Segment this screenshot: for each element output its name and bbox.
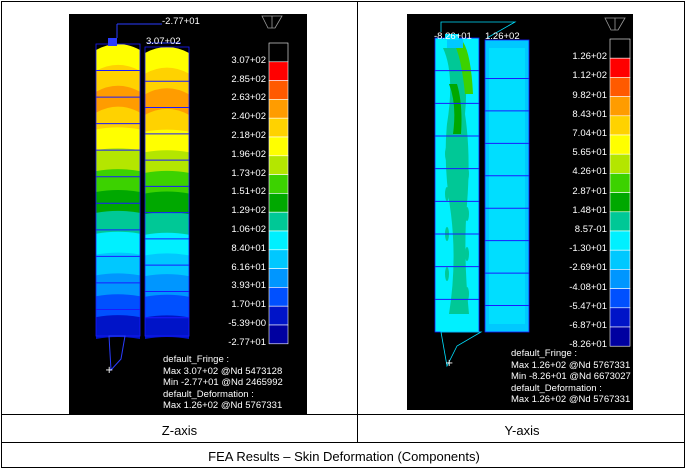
legend-value: 8.40+01 (231, 242, 266, 254)
svg-text:+: + (445, 358, 453, 369)
axis-triad-icon (604, 17, 626, 31)
legend-value: 9.82+01 (572, 89, 607, 101)
legend-value: -5.47+01 (569, 300, 607, 312)
result-info: default_Fringe : Max 3.07+02 @Nd 5473128… (163, 354, 283, 412)
legend-value: 1.48+01 (572, 204, 607, 216)
deformation-max: Max 1.26+02 @Nd 5767331 (511, 394, 631, 405)
legend-swatch (609, 230, 631, 251)
skin-column-left (95, 43, 141, 339)
legend-swatch (268, 117, 289, 138)
legend-swatch (609, 38, 631, 59)
legend-value: 8.43+01 (572, 108, 607, 120)
fringe-title: default_Fringe : (163, 354, 230, 365)
row-divider-bottom (2, 442, 684, 443)
legend-value: 1.70+01 (231, 299, 266, 311)
deformation-title: default_Deformation : (163, 388, 254, 400)
legend-swatch (268, 42, 289, 63)
legend-value: 1.29+02 (231, 205, 266, 217)
legend-swatch (268, 193, 289, 213)
legend-value: -4.08+01 (569, 281, 607, 293)
legend-swatch (268, 99, 289, 119)
legend-swatch (268, 155, 289, 175)
legend-swatch (268, 249, 289, 269)
z-axis-caption: Z-axis (161, 423, 198, 438)
skin-column-right (144, 46, 190, 339)
legend-value: 3.93+01 (231, 280, 266, 292)
legend-value: 4.26+01 (572, 166, 607, 178)
top-marker-left-label: -8.26+01 (434, 31, 472, 42)
column-divider (357, 2, 358, 442)
legend-swatch (609, 249, 631, 270)
legend-swatch (609, 288, 631, 309)
legend-swatch (268, 80, 289, 100)
deformation-title: default_Deformation : (511, 382, 602, 394)
y-axis-fea-plot: + -8.26+01 1.26+02 1.26+02 1.12+02 9.82+01… (407, 14, 633, 410)
z-axis-fea-plot: + -2.77+01 3.07+02 3.07+02 2.85+02 2.63+02… (69, 14, 307, 414)
fringe-title: default_Fringe : (511, 348, 578, 359)
legend-value: 1.51+02 (231, 186, 266, 198)
top-marker-label: -2.77+01 (162, 16, 200, 27)
table-caption: FEA Results – Skin Deformation (Componen… (208, 449, 480, 464)
legend-value: 2.85+02 (231, 73, 266, 85)
legend-swatch (268, 305, 289, 326)
result-info: default_Fringe : Max 1.26+02 @Nd 5767331… (511, 348, 631, 406)
legend-swatch (268, 61, 289, 81)
legend-swatch (609, 96, 631, 117)
legend-swatch (609, 57, 631, 78)
legend-value: -2.77+01 (228, 336, 266, 348)
legend-value: -5.39+00 (228, 318, 266, 329)
legend-value: 7.04+01 (572, 128, 607, 139)
legend-value: 1.73+02 (231, 167, 266, 179)
legend-value: 1.26+02 (572, 51, 607, 63)
legend-swatch (609, 269, 631, 289)
legend-value: 3.07+02 (231, 54, 266, 66)
legend-value: 6.16+01 (231, 261, 266, 273)
legend-value: 8.57-01 (574, 224, 607, 235)
skin-column-right (484, 39, 530, 333)
legend-swatch (268, 268, 289, 288)
fringe-min: Min -8.26+01 @Nd 6673027 (511, 371, 631, 382)
legend-swatch (268, 324, 289, 345)
legend-value: 1.06+02 (231, 224, 266, 235)
axis-triad-icon (261, 15, 283, 29)
top-marker-right-label: 1.26+02 (485, 31, 520, 42)
z-axis-contour: + (95, 15, 289, 376)
legend-value: -2.69+01 (569, 262, 607, 274)
svg-text:+: + (105, 365, 113, 376)
legend-swatch (268, 211, 289, 232)
legend-swatch (268, 230, 289, 251)
legend-swatch (609, 153, 631, 174)
legend-swatch (609, 211, 631, 232)
legend-value: 2.63+02 (231, 92, 266, 104)
legend-swatch (268, 287, 289, 307)
legend-swatch (609, 134, 631, 155)
peak-marker-label: 3.07+02 (146, 36, 181, 47)
legend-swatch (609, 192, 631, 213)
legend-swatch (609, 307, 631, 328)
legend-value: 2.40+02 (231, 111, 266, 123)
legend-value: 5.65+01 (572, 147, 607, 159)
fringe-max: Max 3.07+02 @Nd 5473128 (163, 365, 283, 377)
legend-value: -8.26+01 (569, 339, 607, 351)
legend-swatch (268, 136, 289, 157)
deformation-max: Max 1.26+02 @Nd 5767331 (163, 400, 283, 411)
legend-value: 2.18+02 (231, 130, 266, 141)
row-divider-top (2, 414, 684, 415)
legend-value: -6.87+01 (569, 320, 607, 331)
legend-swatch (268, 174, 289, 194)
legend-swatch (609, 115, 631, 136)
skin-column-left (434, 37, 480, 333)
legend-swatch (609, 77, 631, 97)
y-axis-caption: Y-axis (504, 423, 540, 438)
legend-value: 1.96+02 (231, 148, 266, 160)
legend-value: 2.87+01 (572, 185, 607, 197)
y-axis-contour: + (434, 17, 631, 369)
legend-swatch (609, 173, 631, 193)
fringe-min: Min -2.77+01 @Nd 2465992 (163, 377, 283, 388)
legend-value: -1.30+01 (569, 243, 607, 255)
fringe-max: Max 1.26+02 @Nd 5767331 (511, 359, 631, 371)
legend-swatch (609, 326, 631, 347)
legend-value: 1.12+02 (572, 70, 607, 82)
